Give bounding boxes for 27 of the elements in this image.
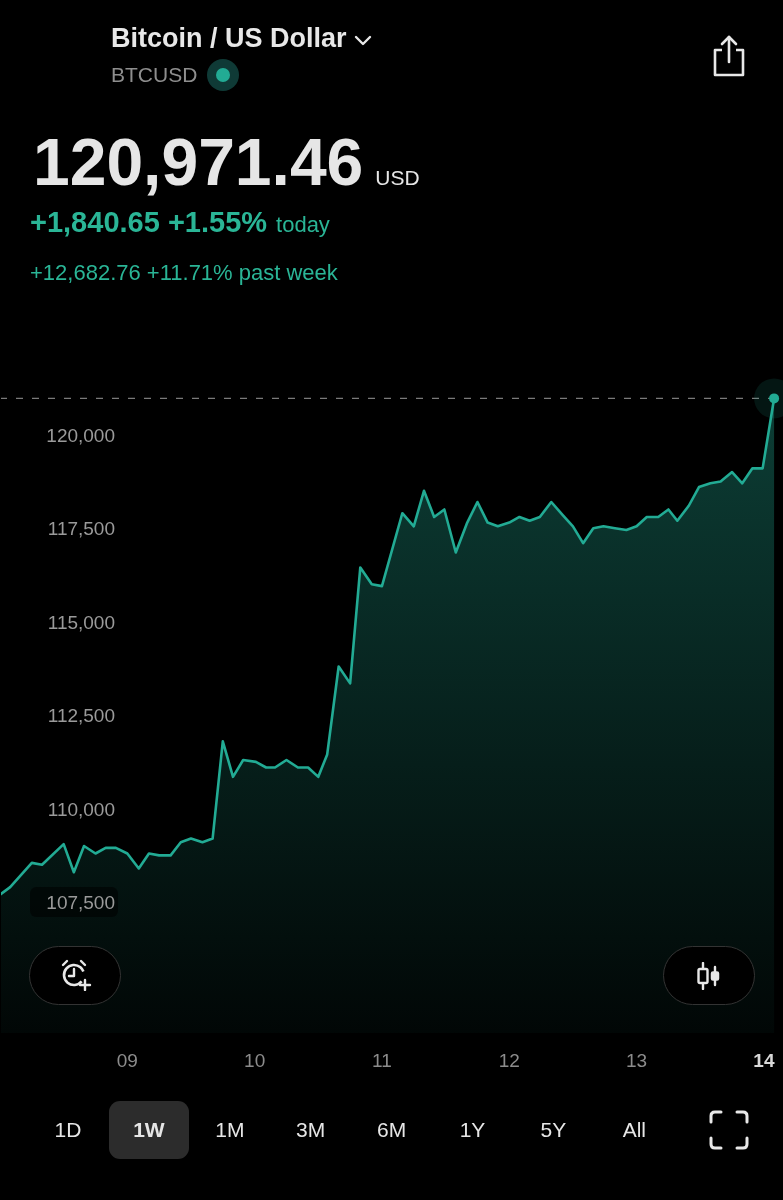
y-tick-label: 115,000 [47,611,115,633]
x-tick-label: 12 [498,1050,520,1071]
y-tick-label: 107,500 [46,892,115,914]
x-tick-label: 10 [244,1050,266,1071]
x-tick-label: 14 [753,1050,775,1071]
y-tick-label: 110,000 [47,798,115,820]
text: 120,971.46 [33,125,364,199]
text: 6M [377,1118,407,1142]
text: today [276,212,330,238]
text: 3M [296,1118,326,1142]
chart-title: Bitcoin / US Dollar [111,22,347,55]
text: USD [375,166,420,190]
y-tick-label: 117,500 [47,518,115,540]
y-tick-label: 120,000 [46,424,115,446]
text: All [622,1118,646,1142]
text: +1,840.65 +1.55% [30,205,268,240]
selected-tab: 1W [108,1101,189,1159]
x-tick-label: 11 [372,1050,392,1071]
text: 1D [54,1118,82,1142]
text: 1Y [459,1118,486,1142]
x-tick-label: 09 [116,1050,138,1071]
y-tick-label: 112,500 [47,705,115,727]
text: 5Y [540,1118,567,1142]
text: 1M [215,1118,245,1142]
x-tick-label: 13 [626,1050,648,1071]
text: +12,682.76 +11.71% past week [30,259,338,287]
chart-subtitle: BTCUSD [111,62,198,88]
